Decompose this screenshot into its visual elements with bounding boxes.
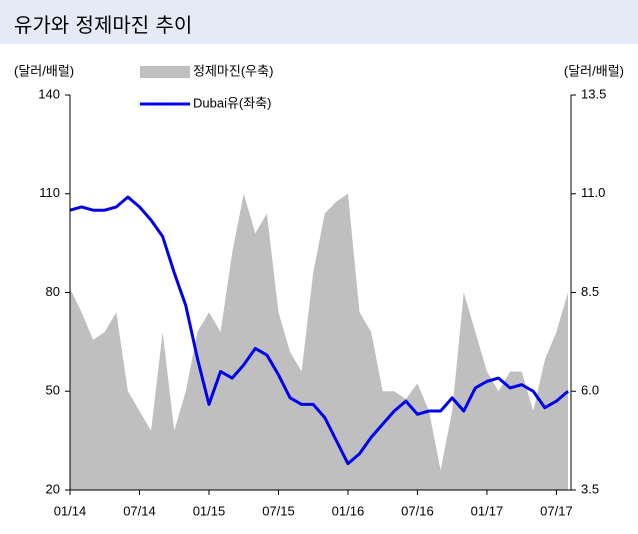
x-tick-label: 01/14 <box>54 503 87 518</box>
x-tick-label: 07/17 <box>540 503 573 518</box>
x-tick-label: 01/16 <box>332 503 365 518</box>
y2-tick-label: 13.5 <box>581 86 606 101</box>
y-tick-label: 20 <box>46 481 60 496</box>
legend-swatch <box>140 66 190 78</box>
header: 유가와 정제마진 추이 <box>0 0 638 44</box>
y-axis-label: (달러/배럴) <box>14 63 74 78</box>
y-tick-label: 140 <box>38 86 60 101</box>
x-tick-label: 07/16 <box>401 503 434 518</box>
chart-title: 유가와 정제마진 추이 <box>14 13 193 37</box>
legend-label: Dubai유(좌축) <box>193 95 272 110</box>
x-tick-label: 07/14 <box>123 503 156 518</box>
price-line <box>69 195 569 466</box>
legend-label: 정제마진(우축) <box>193 63 273 78</box>
x-tick-label: 01/15 <box>193 503 226 518</box>
y-tick-label: 80 <box>46 284 60 299</box>
y-tick-label: 110 <box>39 185 60 200</box>
y2-tick-label: 3.5 <box>581 481 599 496</box>
y2-tick-label: 6.0 <box>581 383 599 398</box>
y2-axis-label: (달러/배럴) <box>564 63 624 78</box>
margin-area <box>70 193 568 490</box>
x-tick-label: 07/15 <box>262 503 295 518</box>
y2-tick-label: 8.5 <box>581 284 599 299</box>
y2-tick-label: 11.0 <box>581 185 605 200</box>
x-tick-label: 01/17 <box>471 503 504 518</box>
y-tick-label: 50 <box>46 383 60 398</box>
